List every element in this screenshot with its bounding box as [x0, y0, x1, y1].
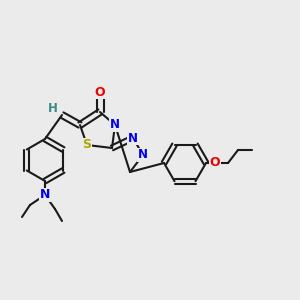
Text: N: N [138, 148, 148, 161]
Text: N: N [40, 188, 50, 202]
Text: H: H [48, 101, 58, 115]
Text: O: O [210, 157, 220, 169]
Text: N: N [128, 131, 138, 145]
Text: O: O [95, 85, 105, 98]
Text: N: N [110, 118, 120, 131]
Text: S: S [82, 139, 91, 152]
